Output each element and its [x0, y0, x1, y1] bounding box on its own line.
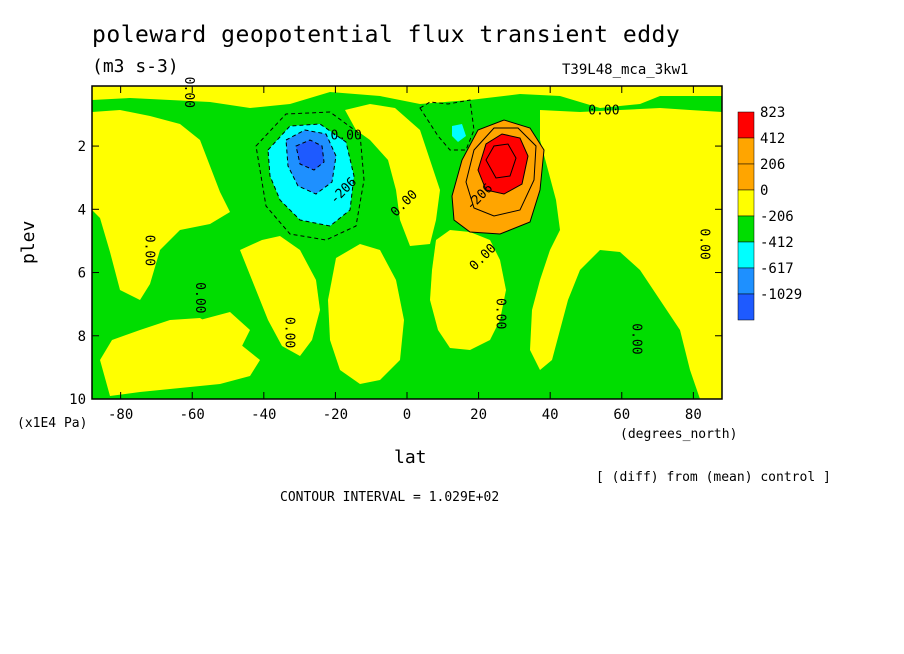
x-axis-ticks: -80 -60 -40 -20 0 20 40 60 80 — [108, 86, 702, 423]
legend-label: 823 — [760, 105, 785, 121]
legend-label: 412 — [760, 131, 785, 147]
contour-label: 0.00 — [588, 103, 619, 118]
x-tick-label: -80 — [108, 407, 133, 423]
contour-label: 0.00 — [192, 282, 207, 313]
x-unit-label: (degrees_north) — [620, 427, 738, 442]
diff-note: [ (diff) from (mean) control ] — [596, 470, 831, 485]
contour-lines — [255, 99, 545, 241]
y-axis-ticks: 2 4 6 8 10 — [69, 139, 722, 408]
legend-swatch — [737, 163, 755, 191]
contour-label: 0.00 — [181, 77, 196, 108]
color-legend: 823 412 206 0 -206 -412 -617 -1029 — [737, 105, 802, 321]
y-tick-label: 4 — [78, 202, 86, 218]
contour-label: 0.00 — [697, 228, 712, 259]
legend-swatch — [737, 215, 755, 243]
legend-swatch — [737, 137, 755, 165]
x-tick-label: -40 — [251, 407, 276, 423]
contour-interval: CONTOUR INTERVAL = 1.029E+02 — [280, 490, 500, 505]
contour-label: 0.00 — [142, 235, 157, 266]
legend-swatch — [737, 241, 755, 269]
field-positive-low — [92, 86, 722, 399]
x-tick-label: 40 — [542, 407, 559, 423]
chart-units: (m3 s-3) — [92, 56, 179, 77]
legend-label: -412 — [760, 235, 794, 251]
y-tick-label: 10 — [69, 392, 86, 408]
legend-label: -617 — [760, 261, 794, 277]
x-tick-label: 20 — [470, 407, 487, 423]
run-label: T39L48_mca_3kw1 — [562, 62, 689, 78]
legend-label: 0 — [760, 183, 768, 199]
chart-title: poleward geopotential flux transient edd… — [92, 22, 681, 48]
y-tick-label: 6 — [78, 266, 86, 282]
contour-label: 0.00 — [492, 298, 507, 329]
legend-swatch — [737, 111, 755, 139]
x-tick-label: 80 — [685, 407, 702, 423]
x-axis-label: lat — [394, 447, 427, 468]
contour-label: 0.00 — [629, 323, 644, 354]
x-tick-label: 0 — [403, 407, 411, 423]
contour-label: 0.00 — [281, 317, 296, 348]
legend-label: -206 — [760, 209, 794, 225]
x-tick-label: -20 — [323, 407, 348, 423]
y-tick-label: 2 — [78, 139, 86, 155]
plot-area — [92, 86, 722, 399]
x-tick-label: -60 — [180, 407, 205, 423]
legend-label: -1029 — [760, 287, 802, 303]
y-tick-label: 8 — [78, 329, 86, 345]
x-tick-label: 60 — [613, 407, 630, 423]
y-unit-label: (x1E4 Pa) — [17, 416, 88, 431]
legend-swatch — [737, 189, 755, 217]
legend-swatch — [737, 267, 755, 295]
contour-label: 0.00 — [330, 129, 361, 144]
legend-swatch — [737, 293, 755, 321]
legend-label: 206 — [760, 157, 785, 173]
